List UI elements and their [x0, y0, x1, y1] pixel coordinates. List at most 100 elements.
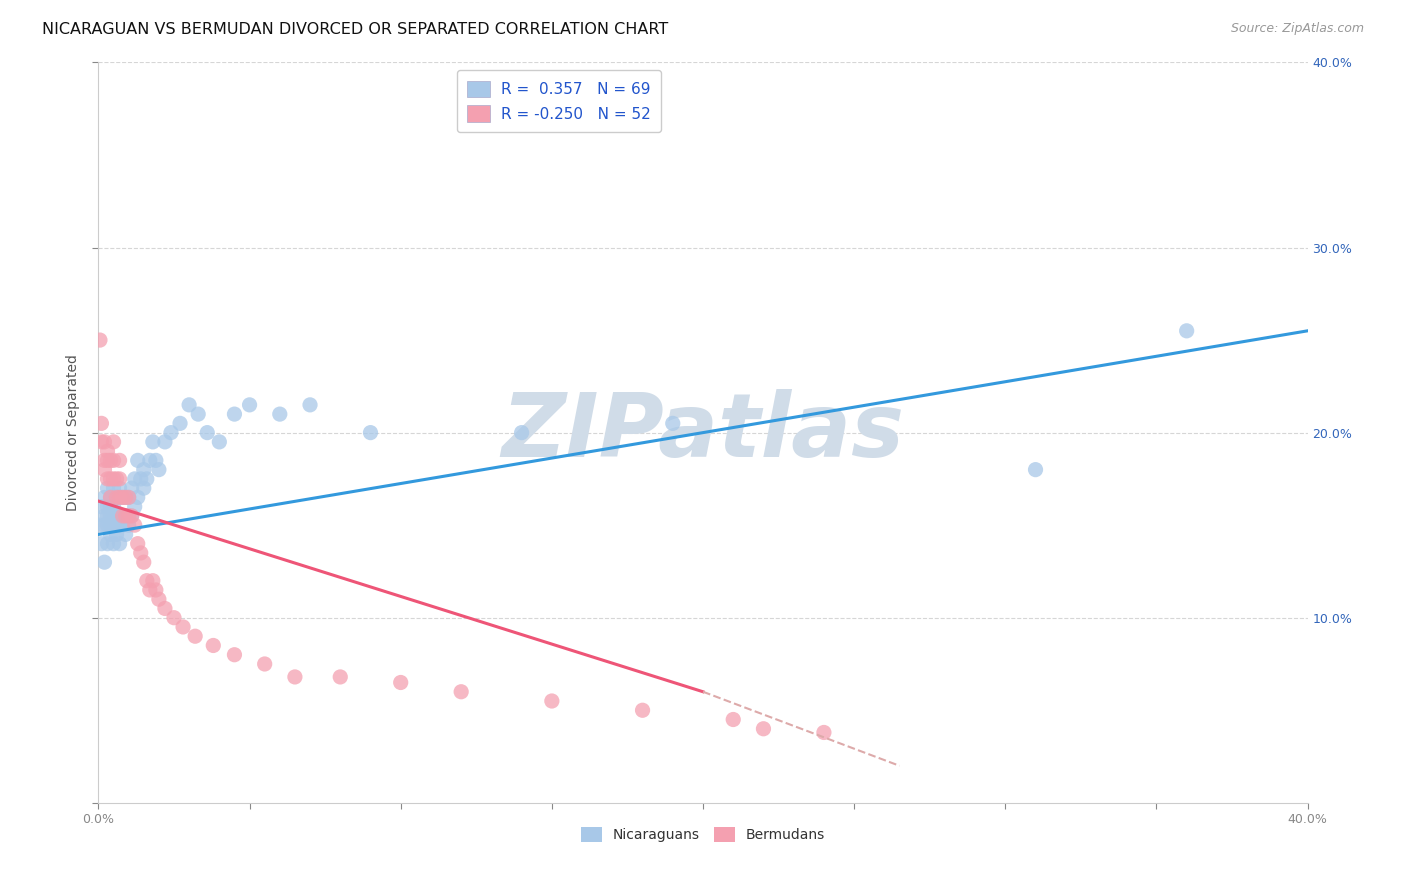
Point [253, 657, 276, 671]
Point [100, 491, 122, 505]
Point [105, 518, 128, 533]
Point [148, 592, 170, 607]
Point [631, 703, 654, 717]
Point [103, 481, 125, 495]
Point [139, 453, 162, 467]
Point [96, 508, 118, 523]
Point [142, 434, 165, 449]
Point [105, 472, 128, 486]
Text: ZIPatlas: ZIPatlas [502, 389, 904, 476]
Point [93, 462, 115, 476]
Point [93, 508, 115, 523]
Point [105, 491, 128, 505]
Point [118, 491, 141, 505]
Point [124, 500, 146, 514]
Point [160, 425, 183, 440]
Point [105, 508, 128, 523]
Point [96, 481, 118, 495]
Point [121, 481, 143, 495]
Point [145, 582, 167, 597]
Point [108, 453, 131, 467]
Point [187, 407, 209, 421]
Point [172, 620, 194, 634]
Point [118, 508, 141, 523]
Point [118, 508, 141, 523]
Point [239, 398, 262, 412]
Point [96, 518, 118, 533]
Point [90, 417, 112, 431]
Point [111, 508, 134, 523]
Point [103, 536, 125, 550]
Point [142, 574, 165, 588]
Point [145, 453, 167, 467]
Point [450, 685, 472, 699]
Point [111, 518, 134, 533]
Point [103, 453, 125, 467]
Point [118, 491, 141, 505]
Point [103, 518, 125, 533]
Point [124, 518, 146, 533]
Point [103, 472, 125, 486]
Point [100, 508, 122, 523]
Point [108, 491, 131, 505]
Point [108, 508, 131, 523]
Point [103, 508, 125, 523]
Point [100, 527, 122, 541]
Point [813, 725, 835, 739]
Text: NICARAGUAN VS BERMUDAN DIVORCED OR SEPARATED CORRELATION CHART: NICARAGUAN VS BERMUDAN DIVORCED OR SEPAR… [42, 22, 668, 37]
Point [510, 425, 533, 440]
Point [96, 500, 118, 514]
Point [108, 536, 131, 550]
Point [299, 398, 322, 412]
Point [114, 491, 136, 505]
Point [114, 527, 136, 541]
Point [129, 472, 152, 486]
Point [389, 675, 412, 690]
Point [184, 629, 207, 643]
Point [100, 472, 122, 486]
Point [96, 453, 118, 467]
Point [132, 555, 155, 569]
Point [208, 434, 231, 449]
Point [124, 472, 146, 486]
Point [202, 639, 225, 653]
Point [195, 425, 218, 440]
Point [108, 481, 131, 495]
Point [135, 574, 157, 588]
Legend: Nicaraguans, Bermudans: Nicaraguans, Bermudans [575, 822, 831, 847]
Point [103, 500, 125, 514]
Point [100, 453, 122, 467]
Point [127, 453, 149, 467]
Point [103, 434, 125, 449]
Point [163, 610, 186, 624]
Point [269, 407, 291, 421]
Point [90, 434, 112, 449]
Point [1024, 462, 1046, 476]
Point [329, 670, 352, 684]
Point [108, 472, 131, 486]
Point [360, 425, 382, 440]
Point [135, 472, 157, 486]
Point [121, 508, 143, 523]
Point [127, 491, 149, 505]
Point [540, 694, 562, 708]
Point [96, 444, 118, 458]
Point [224, 648, 246, 662]
Point [114, 508, 136, 523]
Point [129, 546, 152, 560]
Point [111, 491, 134, 505]
Point [93, 555, 115, 569]
Point [139, 582, 162, 597]
Point [132, 481, 155, 495]
Point [93, 518, 115, 533]
Point [105, 491, 128, 505]
Point [723, 713, 745, 727]
Point [132, 462, 155, 476]
Point [148, 462, 170, 476]
Point [224, 407, 246, 421]
Point [93, 434, 115, 449]
Point [96, 536, 118, 550]
Point [93, 491, 115, 505]
Point [100, 500, 122, 514]
Point [153, 601, 176, 615]
